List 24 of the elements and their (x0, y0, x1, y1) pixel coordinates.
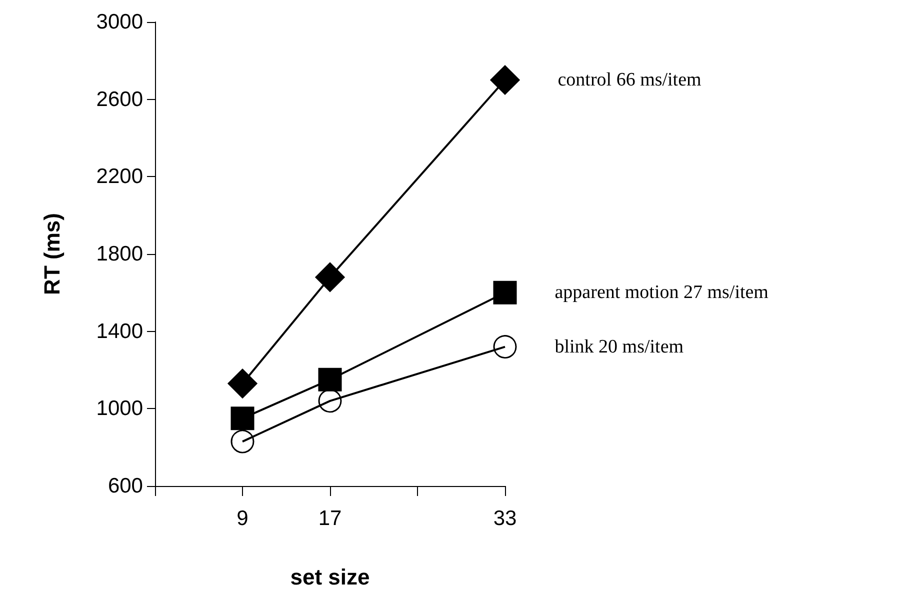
text: control 66 ms/item (558, 70, 702, 90)
point (230, 430, 254, 454)
point (490, 65, 520, 95)
y-tick-label: 2600 (96, 88, 143, 111)
point (228, 368, 258, 398)
y-tick-label: 600 (108, 474, 143, 498)
text: apparent motion 27 ms/item (554, 282, 769, 304)
y-tick-label: 2200 (96, 165, 143, 188)
x-tick-label: 9 (236, 507, 248, 530)
x-axis-title: set size (290, 564, 370, 590)
point (230, 406, 254, 430)
point (493, 280, 517, 304)
y-tick-label: 3000 (96, 10, 143, 34)
y-tick-label: 1000 (96, 397, 143, 420)
y-tick-label: 1800 (96, 242, 143, 266)
point (318, 368, 342, 392)
point (315, 262, 345, 292)
y-axis-title: RT (ms) (40, 213, 64, 295)
text: blink 20 ms/item (554, 336, 684, 358)
y-tick-label: 1400 (96, 320, 143, 343)
x-tick-label: 17 (318, 507, 342, 530)
x-tick-label: 33 (493, 507, 517, 530)
point (493, 335, 517, 359)
point (318, 389, 342, 413)
